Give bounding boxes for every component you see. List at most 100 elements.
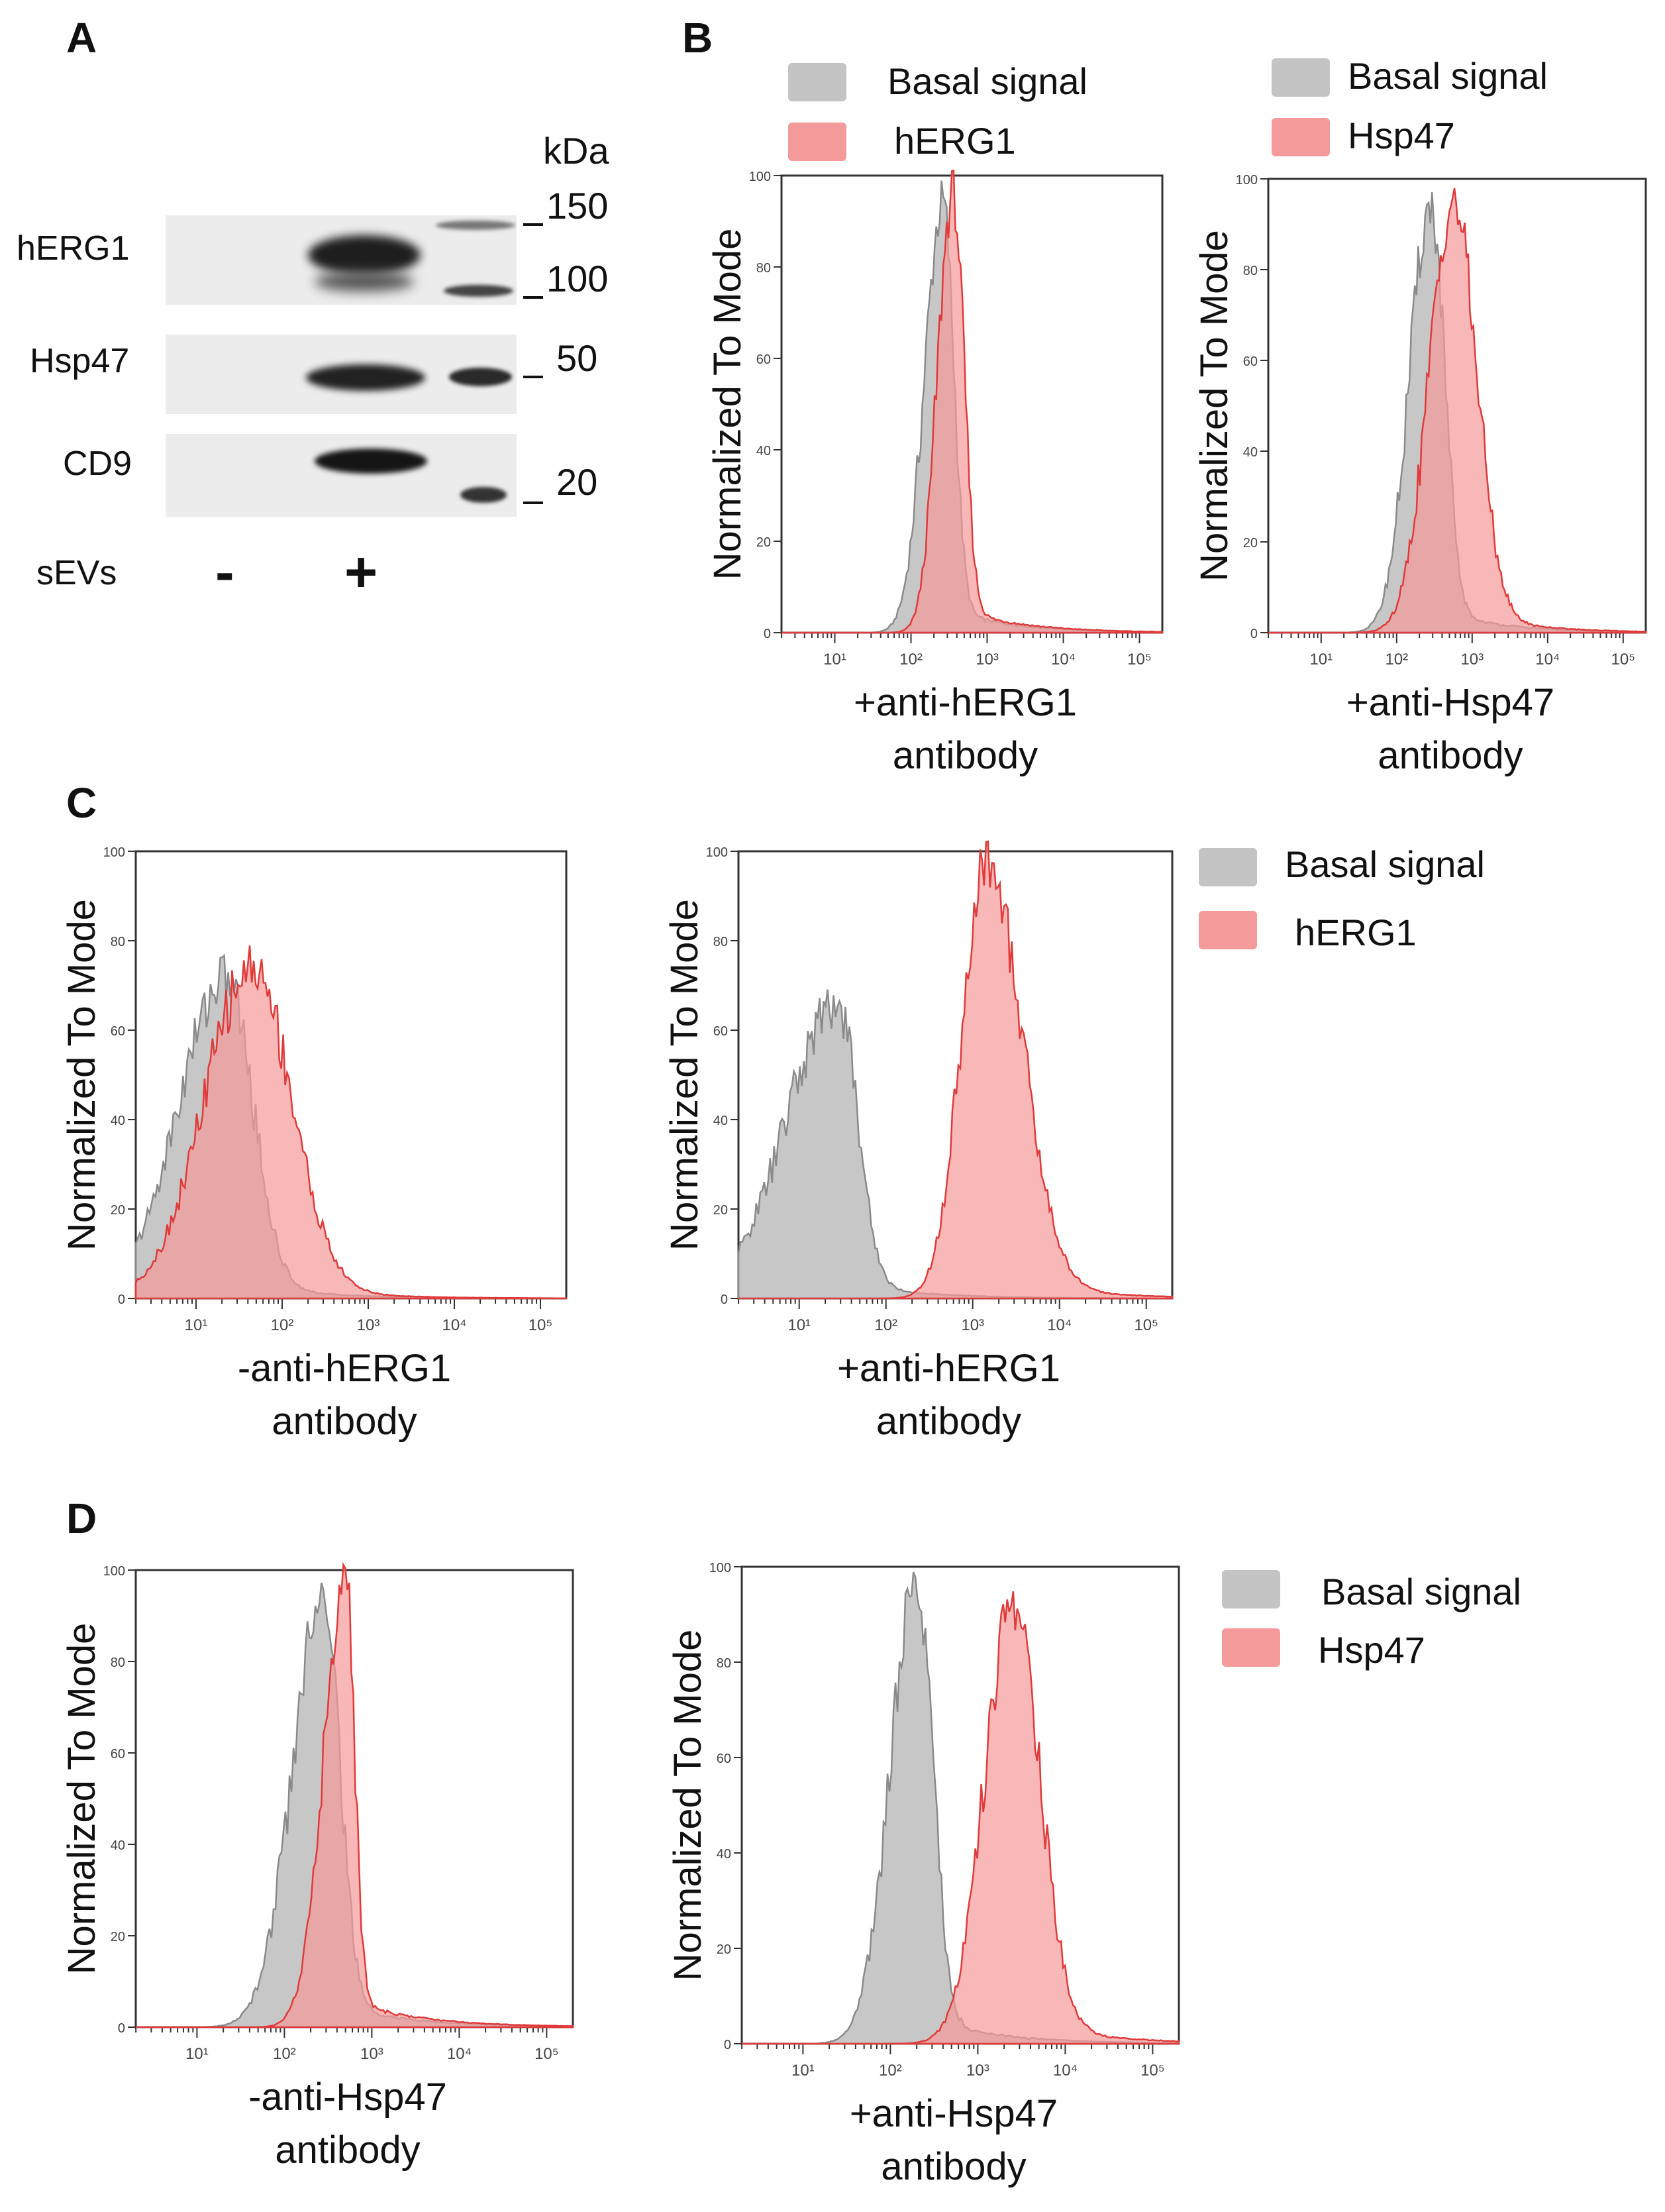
marker-tick-50 (523, 376, 543, 378)
legend-basal-swatch (1222, 1570, 1280, 1608)
x-tick-label: 10⁴ (447, 2045, 472, 2063)
y-tick-label: 20 (713, 1203, 728, 1218)
y-tick-label: 40 (713, 1114, 728, 1128)
x-tick-label: 10² (879, 2062, 902, 2080)
y-tick-label: 0 (724, 2038, 731, 2052)
band-cd9-ladder-20 (460, 487, 507, 503)
legend-target-label: hERG1 (1295, 912, 1417, 953)
x-tick-label: 10³ (976, 651, 999, 668)
y-tick-label: 80 (1243, 264, 1258, 278)
legend-basal-swatch (1272, 58, 1330, 97)
y-tick-label: 60 (1243, 354, 1258, 369)
y-tick-label: 20 (717, 1942, 731, 1957)
legend-basal-label: Basal signal (887, 60, 1087, 102)
y-tick-label: 60 (111, 1747, 125, 1762)
histogram-c2: 0 20 40 60 80 100 10¹ 10² 10³ 10⁴ 10⁵ Normalized To… (663, 840, 1174, 1443)
band-herg1-plus (308, 235, 421, 275)
x-tick-label: 10⁴ (1051, 651, 1076, 668)
blot-strip-herg1 (166, 215, 517, 305)
y-tick-label: 60 (111, 1024, 125, 1039)
band-hsp47-plus (306, 364, 425, 391)
lane-plus-label: + (344, 541, 378, 604)
x-tick-label: 10¹ (185, 1316, 208, 1334)
band-cd9-plus (315, 448, 427, 474)
blot-row-label-hsp47: Hsp47 (30, 342, 130, 380)
y-tick-label: 60 (717, 1752, 731, 1766)
histogram-series-target (782, 169, 1164, 634)
blot-strip-cd9 (166, 434, 517, 517)
y-axis-label: Normalized To Mode (60, 899, 103, 1251)
y-tick-label: 20 (111, 1203, 125, 1218)
x-axis-label: +anti-hERG1 (837, 1347, 1060, 1390)
x-tick-label: 10⁵ (1611, 651, 1635, 668)
x-axis-label: antibody (1378, 734, 1523, 777)
x-tick-label: 10⁴ (442, 1316, 466, 1334)
legend-target-swatch (1199, 911, 1257, 949)
lane-row-label-sevs: sEVs (36, 554, 117, 592)
x-axis-label: -anti-hERG1 (238, 1347, 451, 1390)
x-tick-label: 10³ (357, 1316, 380, 1334)
legend-target-swatch (1272, 118, 1330, 156)
panel-label-d: D (66, 1495, 97, 1542)
x-axis-label: +anti-hERG1 (854, 681, 1077, 724)
x-axis-label: antibody (876, 1400, 1021, 1443)
blot-strip-hsp47 (166, 335, 517, 414)
x-tick-label: 10⁵ (1127, 651, 1152, 668)
histogram-d2: 0 20 40 60 80 100 10¹ 10² 10³ 10⁴ 10⁵ Normalized To… (666, 1561, 1180, 2188)
y-axis-label: Normalized To Mode (663, 899, 706, 1251)
x-axis-label: antibody (881, 2145, 1026, 2188)
x-tick-label: 10¹ (1309, 651, 1333, 668)
y-tick-label: 100 (103, 845, 125, 860)
y-tick-label: 0 (118, 1292, 125, 1307)
legend-basal-swatch (1199, 848, 1257, 886)
x-tick-label: 10² (1385, 651, 1408, 668)
x-tick-label: 10⁴ (1535, 651, 1560, 668)
y-tick-label: 40 (111, 1114, 125, 1128)
x-tick-label: 10⁵ (534, 2045, 559, 2063)
x-tick-label: 10⁴ (1047, 1316, 1072, 1334)
x-axis-label: antibody (275, 2129, 420, 2172)
histogram-series-target (136, 1561, 574, 2028)
histogram-d1: 0 20 40 60 80 100 10¹ 10² 10³ 10⁴ 10⁵ Normalized To… (60, 1561, 574, 2172)
kda-unit-label: kDa (543, 130, 609, 172)
y-tick-label: 100 (103, 1564, 125, 1579)
y-tick-label: 80 (713, 935, 728, 949)
legend-target-label: Hsp47 (1348, 115, 1455, 156)
legend-basal-label: Basal signal (1321, 1571, 1521, 1612)
histogram-b2: 0 20 40 60 80 100 10¹ 10² 10³ 10⁴ 10⁵ Normalized To… (1193, 173, 1647, 777)
y-tick-label: 0 (721, 1292, 728, 1307)
marker-label-100: 100 (546, 258, 609, 299)
legend-target-label: Hsp47 (1318, 1629, 1425, 1671)
y-tick-label: 20 (1243, 536, 1258, 551)
histogram-series-target (738, 840, 1174, 1300)
y-tick-label: 60 (756, 352, 771, 367)
y-tick-label: 40 (756, 444, 771, 458)
x-tick-label: 10¹ (791, 2062, 815, 2080)
marker-tick-150 (523, 223, 543, 226)
y-tick-label: 40 (1243, 445, 1258, 460)
lane-minus-label: - (215, 541, 234, 604)
x-tick-label: 10¹ (787, 1316, 811, 1334)
x-tick-label: 10⁴ (1053, 2062, 1078, 2080)
x-tick-label: 10⁵ (529, 1316, 553, 1334)
band-hsp47-ladder-50 (449, 368, 512, 386)
legend-target-swatch (1222, 1628, 1280, 1667)
legend-target-label: hERG1 (894, 120, 1016, 162)
x-axis-label: -anti-Hsp47 (248, 2076, 447, 2119)
histogram-c1: 0 20 40 60 80 100 10¹ 10² 10³ 10⁴ 10⁵ Normalized To… (60, 845, 568, 1443)
y-axis-label: Normalized To Mode (60, 1623, 103, 1975)
y-tick-label: 40 (111, 1838, 125, 1853)
x-tick-label: 10⁵ (1134, 1316, 1158, 1334)
x-tick-label: 10³ (1460, 651, 1484, 668)
y-tick-label: 80 (111, 935, 125, 949)
x-tick-label: 10¹ (185, 2045, 209, 2063)
marker-tick-100 (523, 296, 543, 299)
panel-label-c: C (66, 779, 97, 827)
legend-target-swatch (788, 123, 846, 161)
y-tick-label: 20 (111, 1930, 125, 1944)
x-tick-label: 10³ (961, 1316, 984, 1334)
x-tick-label: 10³ (360, 2045, 383, 2063)
x-tick-label: 10² (874, 1316, 897, 1334)
y-axis-label: Normalized To Mode (1193, 230, 1236, 582)
